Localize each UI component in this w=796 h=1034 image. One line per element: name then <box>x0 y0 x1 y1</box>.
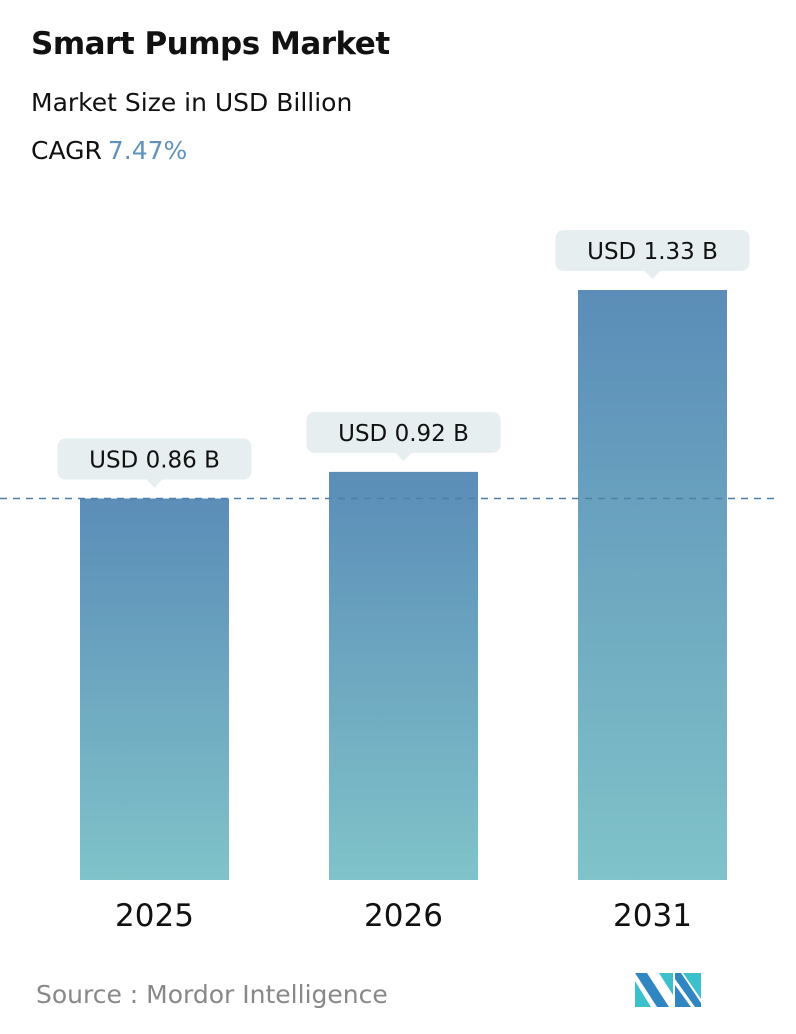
bar-2026 <box>329 471 478 880</box>
cagr-value: 7.47% <box>107 136 188 165</box>
data-label: USD 0.86 B <box>89 447 220 473</box>
cagr: CAGR 7.47% <box>31 136 187 165</box>
x-tick-label: 2031 <box>613 898 692 934</box>
data-label: USD 1.33 B <box>587 239 718 265</box>
source-text: Source : Mordor Intelligence <box>36 980 388 1009</box>
chart-subtitle: Market Size in USD Billion <box>31 88 353 117</box>
data-label-box <box>555 230 750 271</box>
data-label-box <box>57 438 252 480</box>
bar-2025 <box>80 498 229 880</box>
bar-chart: USD 0.86 B 2025 USD 0.92 B 2026 USD 1.33 B 20… <box>0 230 780 934</box>
data-label-box <box>306 411 501 453</box>
data-label-pointer <box>644 271 661 279</box>
x-tick-label: 2026 <box>364 898 443 934</box>
data-label: USD 0.92 B <box>338 421 469 447</box>
data-label-pointer <box>146 479 163 488</box>
cagr-label: CAGR <box>31 136 102 165</box>
x-tick-label: 2025 <box>115 898 194 934</box>
data-label-pointer <box>395 452 412 461</box>
chart-title: Smart Pumps Market <box>31 26 390 62</box>
mordor-intelligence-logo <box>635 973 701 1007</box>
bar-2031 <box>578 290 727 880</box>
